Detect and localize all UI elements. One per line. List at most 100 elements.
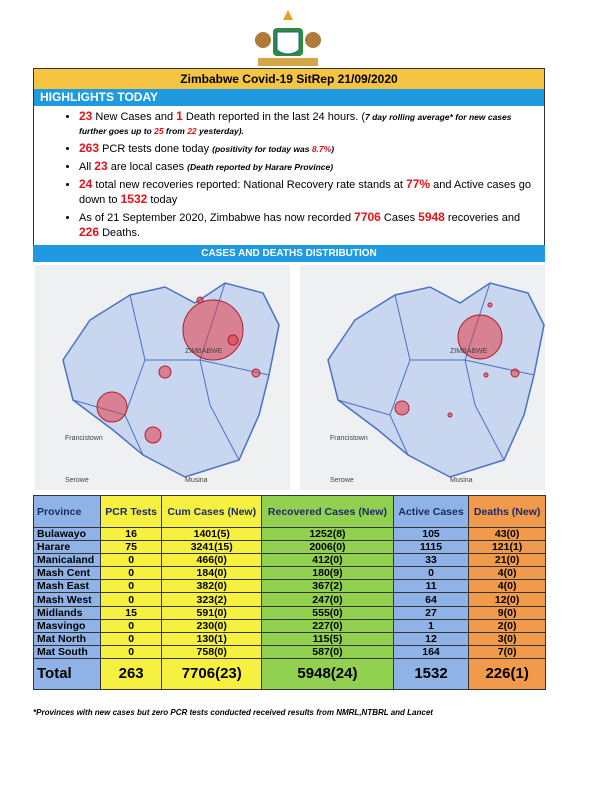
- footnote: *Provinces with new cases but zero PCR t…: [33, 708, 433, 717]
- table-cell: 367(2): [261, 579, 394, 594]
- case-circle: [196, 296, 204, 304]
- case-circle: [251, 368, 261, 378]
- bullet-segment: 7 day rolling average* for new cases fur…: [79, 112, 512, 136]
- bullet: 23 New Cases and 1 Death reported in the…: [79, 109, 532, 138]
- table-cell: 75: [99, 540, 163, 555]
- total-cell: 1532: [392, 657, 470, 690]
- case-circle: [182, 299, 244, 361]
- total-cell: Total: [33, 657, 101, 690]
- map: ZIMBABWE Francistown Serowe Musina: [35, 265, 290, 490]
- table-cell: 466(0): [161, 553, 263, 568]
- bullet-segment: 25: [154, 126, 164, 136]
- bullet-segment: Cases: [380, 212, 419, 224]
- table-cell: 105: [392, 526, 470, 542]
- bullet: All 23 are local cases (Death reported b…: [79, 159, 532, 174]
- table-cell: 16: [99, 526, 163, 542]
- case-circle: [158, 365, 172, 379]
- bullet: 24 total new recoveries reported: Nation…: [79, 177, 532, 207]
- table-cell: 0: [99, 631, 163, 646]
- table-cell: 591(0): [161, 605, 263, 620]
- table-cell: 15: [99, 605, 163, 620]
- header-cell: Province: [33, 495, 101, 528]
- bullet-segment: and Active cases go down to: [79, 179, 531, 206]
- total-row: Total 263 7706(23) 5948(24) 1532 226(1): [33, 657, 546, 690]
- table-cell: 115(5): [261, 631, 394, 646]
- header-cell: Deaths (New): [468, 495, 546, 528]
- table-cell: 64: [392, 592, 470, 607]
- bullet-segment: ): [331, 144, 335, 154]
- table-row: Mat South 0 758(0) 587(0) 164 7(0): [33, 644, 546, 659]
- case-circle: [487, 302, 493, 308]
- bullet-segment: 1: [176, 109, 183, 123]
- bullet-segment: (positivity for today was: [212, 144, 312, 154]
- highlights-heading: HIGHLIGHTS TODAY: [34, 89, 544, 106]
- table-cell: Mat North: [33, 631, 101, 646]
- bullet-segment: 23: [79, 109, 93, 123]
- case-circle: [394, 400, 410, 416]
- bullet-segment: Death reported in the last 24 hours. (: [182, 111, 366, 123]
- bullet-list: 23 New Cases and 1 Death reported in the…: [34, 107, 544, 243]
- table-cell: Midlands: [33, 605, 101, 620]
- table-cell: 1252(8): [261, 526, 394, 542]
- bullet-segment: New Cases and: [92, 111, 177, 123]
- table-cell: 0: [99, 644, 163, 659]
- coat-of-arms: [243, 8, 333, 70]
- table-cell: 0: [99, 553, 163, 568]
- bullet-segment: 226: [79, 225, 100, 239]
- table-row: Masvingo 0 230(0) 227(0) 1 2(0): [33, 618, 546, 633]
- table-cell: 247(0): [261, 592, 394, 607]
- table-cell: 4(0): [468, 566, 546, 581]
- table-row: Manicaland 0 466(0) 412(0) 33 21(0): [33, 553, 546, 568]
- table-cell: 1: [392, 618, 470, 633]
- bullet-segment: 1532: [120, 192, 148, 206]
- table-row: Mash East 0 382(0) 367(2) 11 4(0): [33, 579, 546, 594]
- bullet-segment: 22: [187, 126, 197, 136]
- case-circle: [483, 372, 489, 378]
- table-cell: 412(0): [261, 553, 394, 568]
- total-cell: 7706(23): [161, 657, 263, 690]
- table-cell: 184(0): [161, 566, 263, 581]
- table-cell: 382(0): [161, 579, 263, 594]
- table-cell: Mash East: [33, 579, 101, 594]
- table-cell: 121(1): [468, 540, 546, 555]
- table-cell: 0: [99, 592, 163, 607]
- case-circle: [227, 334, 239, 346]
- table-cell: 12: [392, 631, 470, 646]
- table-cell: 27: [392, 605, 470, 620]
- bullet: 263 PCR tests done today (positivity for…: [79, 141, 532, 156]
- map: ZIMBABWE Francistown Serowe Musina: [300, 265, 545, 490]
- map-label: Serowe: [65, 477, 89, 484]
- table-cell: Bulawayo: [33, 526, 101, 542]
- case-circle: [96, 391, 128, 423]
- table-cell: 0: [99, 618, 163, 633]
- highlights-box: Zimbabwe Covid-19 SitRep 21/09/2020 HIGH…: [33, 68, 545, 261]
- bullet-segment: (Death reported by Harare Province): [187, 162, 334, 172]
- table-cell: 43(0): [468, 526, 546, 542]
- table-cell: 9(0): [468, 605, 546, 620]
- bullet-segment: All: [79, 161, 95, 173]
- header-cell: Recovered Cases (New): [261, 495, 394, 528]
- table-cell: 7(0): [468, 644, 546, 659]
- title: Zimbabwe Covid-19 SitRep 21/09/2020: [34, 69, 544, 90]
- bullet-segment: from: [163, 126, 188, 136]
- case-circle: [144, 426, 162, 444]
- table-row: Mash West 0 323(2) 247(0) 64 12(0): [33, 592, 546, 607]
- table-cell: 11: [392, 579, 470, 594]
- bullet-segment: are local cases: [107, 161, 188, 173]
- map-label: Francistown: [65, 435, 103, 442]
- table-cell: Harare: [33, 540, 101, 555]
- table-cell: Mat South: [33, 644, 101, 659]
- table-cell: 33: [392, 553, 470, 568]
- table-cell: 180(9): [261, 566, 394, 581]
- table-row: Harare 75 3241(15) 2006(0) 1115 121(1): [33, 540, 546, 555]
- table-cell: 2(0): [468, 618, 546, 633]
- bullet-segment: 77%: [406, 177, 431, 191]
- distribution-heading: CASES AND DEATHS DISTRIBUTION: [33, 245, 545, 262]
- map-label: ZIMBABWE: [450, 348, 488, 355]
- table-cell: 12(0): [468, 592, 546, 607]
- bullet-segment: 7706: [354, 210, 381, 224]
- map-label: ZIMBABWE: [185, 348, 223, 355]
- map-label: Francistown: [330, 435, 368, 442]
- total-cell: 226(1): [468, 657, 546, 690]
